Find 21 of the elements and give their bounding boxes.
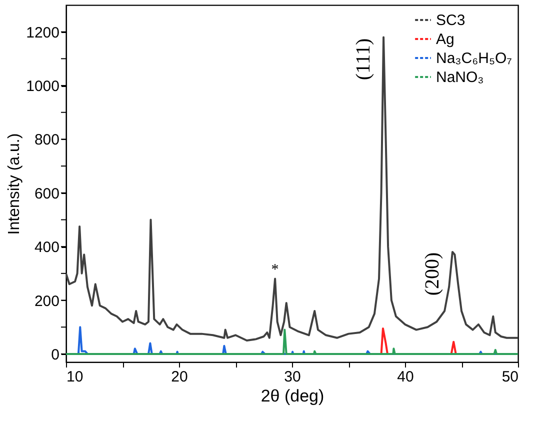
x-tick-label: 40 <box>397 368 414 386</box>
y-tick-label: 600 <box>34 185 60 202</box>
legend-label: Ag <box>436 31 454 48</box>
legend-label: NaNO₃ <box>436 69 484 86</box>
y-axis-title: Intensity (a.u.) <box>6 133 24 235</box>
y-tick-label: 1000 <box>26 78 60 96</box>
y-tick-label: 200 <box>34 292 60 310</box>
x-tick-label: 30 <box>284 368 301 386</box>
annotation: (111) <box>352 38 375 80</box>
legend-label: SC3 <box>436 12 466 29</box>
annotation: * <box>271 262 279 278</box>
x-axis-title: 2θ (deg) <box>260 386 324 406</box>
y-tick-label: 0 <box>51 346 60 364</box>
y-tick-label: 1200 <box>26 24 60 42</box>
y-tick-label: 400 <box>34 239 60 256</box>
x-tick-label: 10 <box>66 368 84 386</box>
x-tick-label: 50 <box>502 368 518 386</box>
x-tick-label: 20 <box>171 368 188 386</box>
legend-label: Na₃C₆H₅O₇ <box>436 50 512 67</box>
annotation: (200) <box>421 252 444 296</box>
y-tick-label: 800 <box>34 132 60 149</box>
